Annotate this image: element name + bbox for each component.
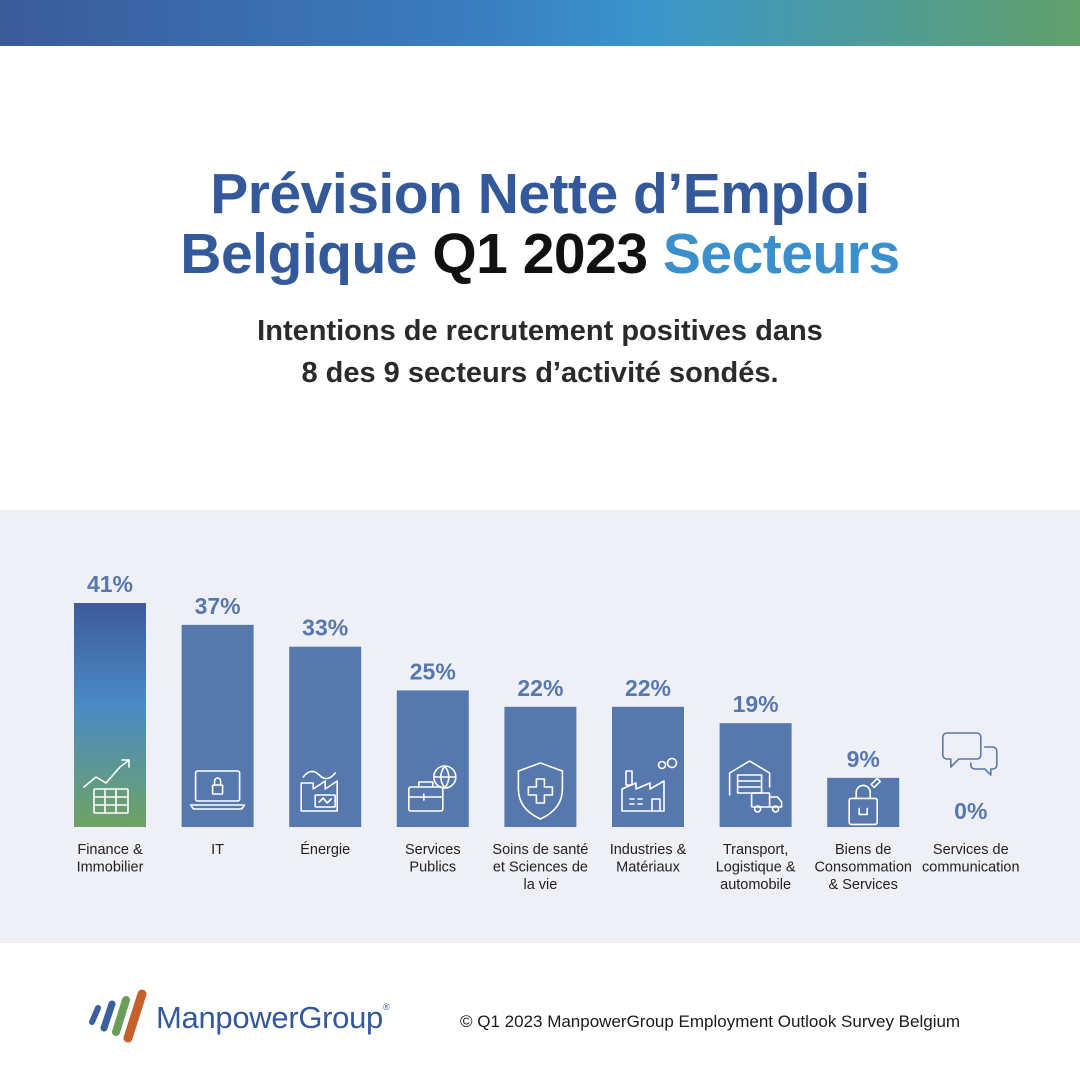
chat-bubbles-icon [942,732,998,776]
title-period: Q1 2023 [432,222,648,286]
category-label-3-1: Publics [409,860,456,876]
value-label-7: 9% [847,746,880,772]
category-label-2-0: Énergie [300,841,350,858]
category-label-4-0: Soins de santé [492,842,588,858]
category-label-7-0: Biens de [835,842,891,858]
page-title: Prévision Nette d’Emploi Belgique Q1 202… [0,164,1080,284]
logo-stripes-icon [89,989,147,1043]
category-label-6-0: Transport, [723,842,789,858]
category-label-8-1: communication [922,860,1020,876]
top-gradient-bar [0,0,1080,46]
copyright-text: © Q1 2023 ManpowerGroup Employment Outlo… [460,1012,961,1031]
bar-4 [504,706,577,827]
title-line-2: Belgique Q1 2023 Secteurs [0,224,1080,284]
value-label-8: 0% [954,798,987,824]
logo-wordmark: ManpowerGroup® [156,1000,390,1035]
laptop-lock-icon [189,770,246,810]
category-label-4-1: et Sciences de [493,860,588,876]
industry-icon [621,757,678,812]
category-label-7-2: & Services [829,877,898,893]
category-label-3-0: Services [405,842,461,858]
value-label-0: 41% [87,571,133,597]
value-label-1: 37% [195,593,241,619]
subtitle-line-2: 8 des 9 secteurs d’activité sondés. [301,357,779,389]
category-label-8-0: Services de [933,842,1009,858]
category-label-4-2: la vie [523,877,557,893]
chart-panel: 41% Finance & Immobilier 37% IT 33% Énergie 25%… [0,510,1080,943]
bar-3 [396,690,469,827]
title-line-1: Prévision Nette d’Emploi [210,162,870,226]
manpowergroup-logo: ManpowerGroup® [84,986,404,1046]
shopping-bag-icon [848,777,881,826]
value-label-2: 33% [302,615,348,641]
category-label-0-0: Finance & [77,842,143,858]
warehouse-truck-icon [728,760,783,813]
briefcase-globe-icon [407,765,457,812]
bar-0 [74,603,146,827]
title-country: Belgique [180,222,417,286]
subtitle: Intentions de recrutement positives dans… [0,310,1080,394]
finance-chart-icon [83,759,130,814]
category-label-0-1: Immobilier [77,860,144,876]
value-label-5: 22% [625,675,671,701]
shield-cross-icon [517,762,564,820]
category-label-7-1: Consommation [814,860,912,876]
category-label-5-1: Matériaux [616,860,680,876]
bar-chart: 41% Finance & Immobilier 37% IT 33% Énergie 25%… [74,571,1020,893]
category-label-5-0: Industries & [610,842,687,858]
bar-1 [181,624,254,827]
category-label-6-1: Logistique & [716,860,796,876]
category-label-6-2: automobile [720,877,791,893]
category-label-1-0: IT [211,842,224,858]
value-label-4: 22% [517,675,563,701]
factory-energy-icon [300,770,338,812]
value-label-6: 19% [733,691,779,717]
subtitle-line-1: Intentions de recrutement positives dans [257,315,823,347]
value-label-3: 25% [410,658,456,684]
title-sectors: Secteurs [662,222,900,286]
